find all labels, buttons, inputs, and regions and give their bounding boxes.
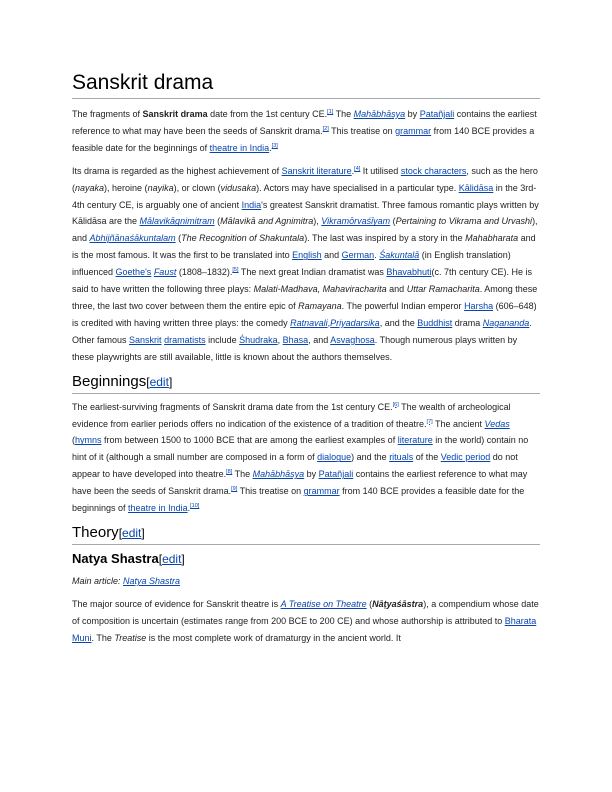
link-shudraka[interactable]: Śhudraka bbox=[239, 334, 278, 345]
link-dramatists[interactable]: dramatists bbox=[164, 334, 206, 345]
section-heading-theory: Theory[edit] bbox=[72, 523, 540, 545]
citation-link[interactable]: [5] bbox=[232, 267, 239, 274]
link-german[interactable]: German bbox=[341, 250, 375, 261]
link-vikramorvasiyam[interactable]: Vikramōrvaśīyam bbox=[321, 216, 391, 227]
link-buddhist[interactable]: Buddhist bbox=[417, 317, 453, 328]
link-mahabhasya[interactable]: Mahābhāṣya bbox=[252, 469, 305, 480]
link-grammar[interactable]: grammar bbox=[303, 486, 340, 497]
link-theatre-in-india[interactable]: theatre in India bbox=[209, 142, 270, 153]
edit-link[interactable]: edit bbox=[149, 374, 169, 389]
link-nagananda[interactable]: Nagananda bbox=[482, 317, 530, 328]
citation-link[interactable]: [1] bbox=[327, 109, 334, 115]
citation-link[interactable]: [3] bbox=[271, 142, 278, 149]
link-india[interactable]: India bbox=[241, 199, 262, 210]
subsection-heading-natya-shastra: Natya Shastra[edit] bbox=[72, 550, 185, 566]
link-vedic-period[interactable]: Vedic period bbox=[440, 452, 491, 463]
article-content: Sanskrit drama The fragments of Sanskrit… bbox=[72, 70, 540, 653]
link-kalidasa[interactable]: Kālidāsa bbox=[458, 182, 494, 193]
page-title: Sanskrit drama bbox=[72, 70, 540, 99]
link-bhasa[interactable]: Bhasa bbox=[282, 334, 309, 345]
natya-shastra-paragraph: The major source of evidence for Sanskri… bbox=[72, 598, 539, 643]
link-literature[interactable]: literature bbox=[397, 435, 433, 446]
link-patanjali[interactable]: Patañjali bbox=[419, 109, 455, 119]
link-asvaghosa[interactable]: Asvaghosa bbox=[330, 334, 375, 345]
citation-link[interactable]: [9] bbox=[231, 486, 238, 493]
citation-link[interactable]: [4] bbox=[354, 165, 361, 172]
link-treatise-on-theatre[interactable]: A Treatise on Theatre bbox=[280, 598, 367, 609]
edit-section-link: [edit] bbox=[158, 551, 185, 566]
link-priyadarsika[interactable]: Priyadarsika bbox=[330, 317, 380, 328]
link-sanskrit-literature[interactable]: Sanskrit literature bbox=[281, 165, 352, 176]
citation-link[interactable]: [8] bbox=[226, 469, 233, 476]
intro-paragraph: The fragments of Sanskrit drama date fro… bbox=[72, 109, 537, 153]
link-theatre-in-india[interactable]: theatre in India bbox=[128, 503, 188, 514]
main-article-hatnote: Main article: Natya Shastra bbox=[72, 575, 181, 586]
overview-paragraph: Its drama is regarded as the highest ach… bbox=[72, 165, 539, 362]
link-goethe[interactable]: Goethe's bbox=[115, 267, 152, 278]
term-sanskrit-drama: Sanskrit drama bbox=[142, 109, 208, 119]
citation-link[interactable]: [2] bbox=[322, 125, 329, 132]
link-hymns[interactable]: hymns bbox=[75, 435, 102, 446]
link-dialogue[interactable]: dialogue bbox=[317, 452, 352, 463]
link-harsha[interactable]: Harsha bbox=[464, 300, 494, 311]
link-natya-shastra[interactable]: Natya Shastra bbox=[123, 575, 181, 586]
link-sakuntala[interactable]: Śakuntalā bbox=[379, 250, 420, 261]
citation-link[interactable]: [7] bbox=[426, 418, 433, 425]
link-english[interactable]: English bbox=[292, 250, 322, 261]
edit-section-link: [edit] bbox=[146, 374, 173, 389]
link-stock-characters[interactable]: stock characters bbox=[400, 165, 467, 176]
link-vedas[interactable]: Vedas bbox=[484, 418, 510, 429]
link-faust[interactable]: Faust bbox=[153, 267, 177, 278]
link-malavikagnimitram[interactable]: Mālavikāgnimitram bbox=[139, 216, 215, 227]
section-heading-beginnings: Beginnings[edit] bbox=[72, 372, 540, 394]
link-sanskrit[interactable]: Sanskrit bbox=[129, 334, 162, 345]
link-grammar[interactable]: grammar bbox=[395, 125, 432, 136]
link-rituals[interactable]: rituals bbox=[389, 452, 414, 463]
edit-link[interactable]: edit bbox=[122, 525, 142, 540]
link-mahabhasya[interactable]: Mahābhāṣya bbox=[353, 109, 406, 119]
link-abhijnanasakuntalam[interactable]: Abhijñānaśākuntalam bbox=[89, 233, 176, 244]
link-ratnavali[interactable]: Ratnavali bbox=[290, 317, 328, 328]
citation-link[interactable]: [10] bbox=[190, 503, 200, 510]
edit-link[interactable]: edit bbox=[162, 551, 182, 566]
citation-link[interactable]: [6] bbox=[392, 401, 399, 408]
link-bhavabhuti[interactable]: Bhavabhuti bbox=[386, 267, 432, 278]
link-patanjali[interactable]: Patañjali bbox=[318, 469, 354, 480]
link-bharata-muni[interactable]: Bharata Muni bbox=[72, 615, 537, 643]
beginnings-paragraph: The earliest-surviving fragments of Sans… bbox=[72, 401, 529, 514]
edit-section-link: [edit] bbox=[118, 525, 145, 540]
